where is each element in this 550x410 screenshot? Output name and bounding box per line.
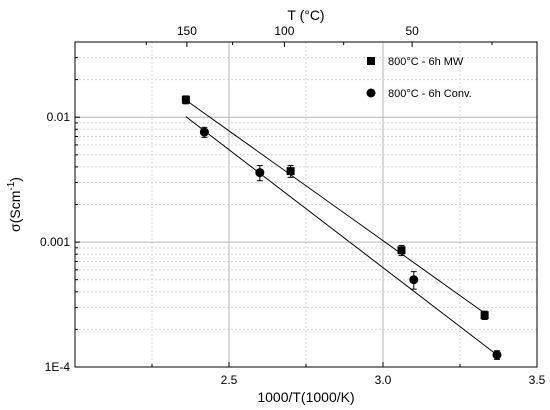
top-axis-title: T (°C) xyxy=(287,7,324,23)
data-point-circle xyxy=(492,350,502,360)
legend-label-conv: 800°C - 6h Conv. xyxy=(388,88,472,100)
top-tick-label: 150 xyxy=(177,24,197,38)
top-tick-label: 50 xyxy=(405,24,419,38)
legend-marker-circle xyxy=(366,88,376,98)
data-point-circle xyxy=(199,127,209,137)
data-point-circle xyxy=(409,275,419,285)
data-point-circle xyxy=(255,168,265,178)
data-point-square xyxy=(181,95,190,104)
fit-line-series-0 xyxy=(185,99,485,314)
top-tick-label: 100 xyxy=(274,24,294,38)
y-axis-title: σ(Scm-1) xyxy=(6,177,23,232)
y-tick-label: 1E-4 xyxy=(45,360,71,374)
grid xyxy=(75,41,538,368)
x-tick-label: 3.5 xyxy=(529,373,546,387)
y-tick-label: 0.001 xyxy=(40,235,70,249)
y-axis-title-end: ) xyxy=(7,177,23,182)
data-point-square xyxy=(397,246,406,255)
legend: 800°C - 6h MW 800°C - 6h Conv. xyxy=(366,56,472,100)
y-axis-title-superscript: -1 xyxy=(6,181,17,190)
legend-marker-square xyxy=(367,57,375,65)
x-axis-title: 1000/T(1000/K) xyxy=(257,389,354,405)
x-tick-label: 2.5 xyxy=(221,373,238,387)
fit-line-series-1 xyxy=(185,116,498,356)
data-point-square xyxy=(480,311,489,320)
y-tick-label: 0.01 xyxy=(47,110,71,124)
data-marks xyxy=(181,95,502,360)
legend-label-mw: 800°C - 6h MW xyxy=(388,56,464,68)
axis-ticks: 2.5 3.0 3.5 1E-4 0.001 0.01 150 100 50 xyxy=(40,24,546,387)
x-tick-label: 3.0 xyxy=(375,373,392,387)
fit-lines xyxy=(185,99,498,356)
data-point-square xyxy=(286,167,295,176)
y-axis-title-main: σ(Scm xyxy=(7,191,23,232)
